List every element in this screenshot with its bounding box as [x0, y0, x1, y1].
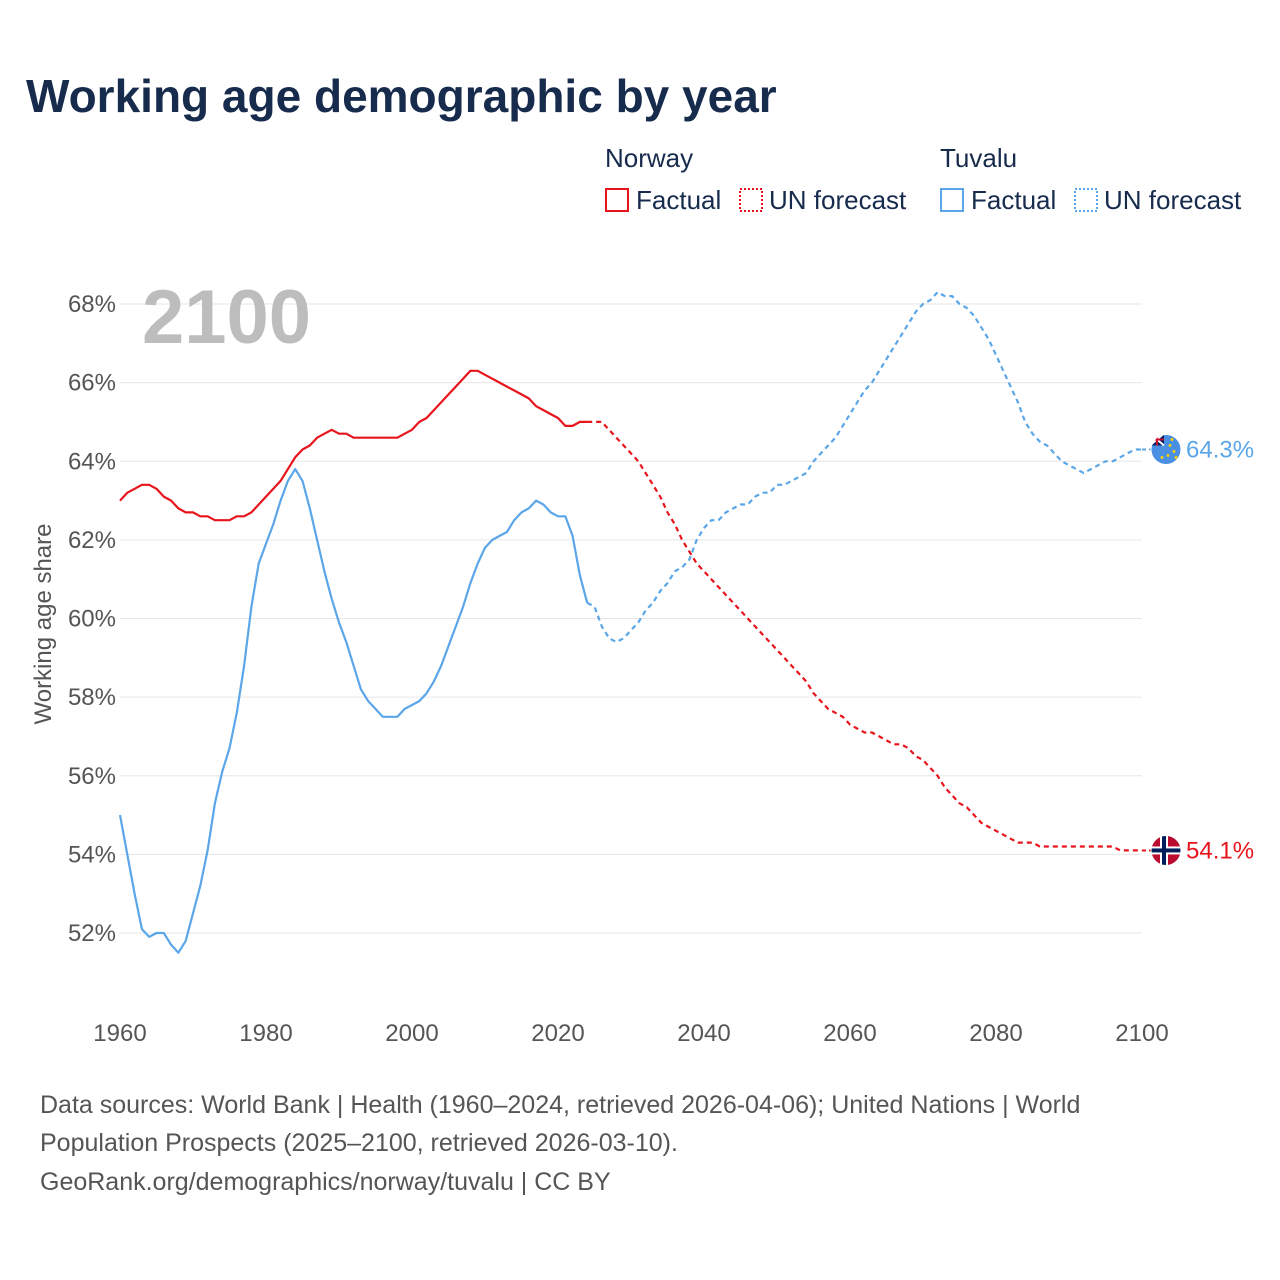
- end-markers: 54.1% 64.3%: [1142, 433, 1254, 866]
- y-tick-label: 54%: [68, 841, 116, 868]
- legend-tuvalu-factual-label[interactable]: Factual: [971, 185, 1056, 215]
- x-tick-label: 2100: [1115, 1020, 1168, 1047]
- norway-forecast-line: [587, 420, 1142, 852]
- source-line-3[interactable]: GeoRank.org/demographics/norway/tuvalu |…: [40, 1168, 611, 1196]
- norway-end-value-label: 54.1%: [1186, 837, 1254, 864]
- gridlines: [120, 303, 1142, 934]
- y-axis-ticks: 52% 54% 56% 58% 60% 62% 64% 66% 68%: [68, 291, 116, 947]
- y-tick-label: 66%: [68, 370, 116, 397]
- y-tick-label: 62%: [68, 527, 116, 554]
- x-tick-label: 2080: [969, 1020, 1022, 1047]
- series-lines: [118, 290, 1142, 954]
- legend-tuvalu-forecast-label[interactable]: UN forecast: [1104, 185, 1242, 215]
- legend-tuvalu-factual-swatch[interactable]: [940, 188, 964, 212]
- y-tick-label: 58%: [68, 684, 116, 711]
- legend-norway-factual-label[interactable]: Factual: [636, 185, 721, 215]
- legend-tuvalu-forecast-swatch[interactable]: [1074, 188, 1098, 212]
- x-tick-label: 2020: [531, 1020, 584, 1047]
- y-tick-label: 60%: [68, 606, 116, 633]
- tuvalu-flag-icon: [1150, 433, 1182, 465]
- y-tick-label: 56%: [68, 763, 116, 790]
- x-tick-label: 2060: [823, 1020, 876, 1047]
- legend-norway-title: Norway: [605, 143, 693, 173]
- legend: Norway Factual UN forecast Tuvalu Factua…: [605, 143, 1242, 215]
- chart-title: Working age demographic by year: [26, 70, 777, 122]
- y-tick-label: 64%: [68, 448, 116, 475]
- current-year-label: 2100: [142, 275, 311, 360]
- tuvalu-forecast-line: [586, 290, 1142, 644]
- legend-norway-forecast-label[interactable]: UN forecast: [769, 185, 907, 215]
- legend-norway-factual-swatch[interactable]: [605, 188, 629, 212]
- x-axis-ticks: 1960 1980 2000 2020 2040 2060 2080 2100: [93, 1020, 1168, 1047]
- norway-flag-icon: [1150, 834, 1182, 866]
- x-tick-label: 2000: [385, 1020, 438, 1047]
- source-line-1: Data sources: World Bank | Health (1960–…: [40, 1091, 1080, 1119]
- y-axis-label: Working age share: [30, 524, 57, 725]
- x-tick-label: 2040: [677, 1020, 730, 1047]
- legend-norway-forecast-swatch[interactable]: [739, 188, 763, 212]
- tuvalu-factual-line: [118, 468, 589, 954]
- tuvalu-end-value-label: 64.3%: [1186, 436, 1254, 463]
- x-tick-label: 1960: [93, 1020, 146, 1047]
- y-tick-label: 68%: [68, 291, 116, 318]
- norway-factual-line: [119, 369, 588, 522]
- source-line-2: Population Prospects (2025–2100, retriev…: [40, 1129, 678, 1157]
- x-tick-label: 1980: [239, 1020, 292, 1047]
- y-tick-label: 52%: [68, 920, 116, 947]
- legend-tuvalu-title: Tuvalu: [940, 143, 1017, 173]
